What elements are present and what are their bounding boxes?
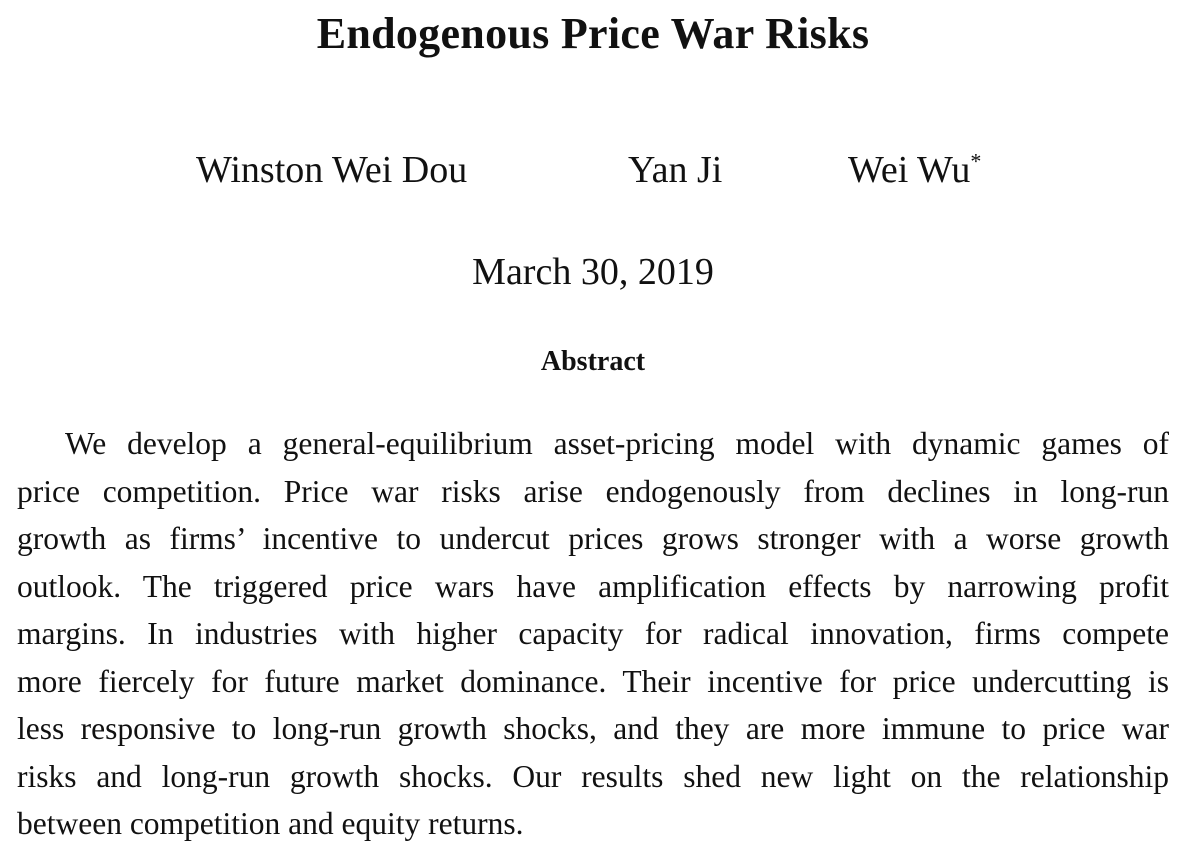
abstract-heading: Abstract [540, 346, 646, 377]
author-name: Wei Wu* [848, 148, 981, 192]
abstract-line: We develop a general-equilibrium asset-p… [65, 426, 1169, 461]
footnote-marker[interactable]: * [970, 148, 982, 174]
abstract-line: more fiercely for future market dominanc… [17, 663, 1169, 699]
abstract-body: We develop a general-equilibrium asset-p… [17, 420, 1169, 848]
publication-date: March 30, 2019 [472, 251, 714, 293]
abstract-line: risks and long-run growth shocks. Our re… [17, 758, 1169, 794]
author-list: Winston Wei Dou Yan Ji Wei Wu* [0, 148, 1200, 198]
author-name: Winston Wei Dou [196, 148, 467, 192]
author-name-text: Wei Wu [848, 149, 971, 191]
paper-title: Endogenous Price War Risks [316, 9, 870, 58]
abstract-line: less responsive to long-run growth shock… [17, 711, 1169, 746]
abstract-line: price competition. Price war risks arise… [17, 473, 1169, 509]
author-name-text: Winston Wei Dou [196, 149, 468, 191]
author-name: Yan Ji [628, 148, 722, 192]
abstract-line: outlook. The triggered price wars have a… [17, 568, 1169, 604]
abstract-line: growth as firms’ incentive to undercut p… [17, 521, 1169, 556]
author-name-text: Yan Ji [628, 149, 723, 191]
abstract-line: margins. In industries with higher capac… [17, 616, 1169, 651]
abstract-line: between competition and equity returns. [17, 806, 524, 841]
